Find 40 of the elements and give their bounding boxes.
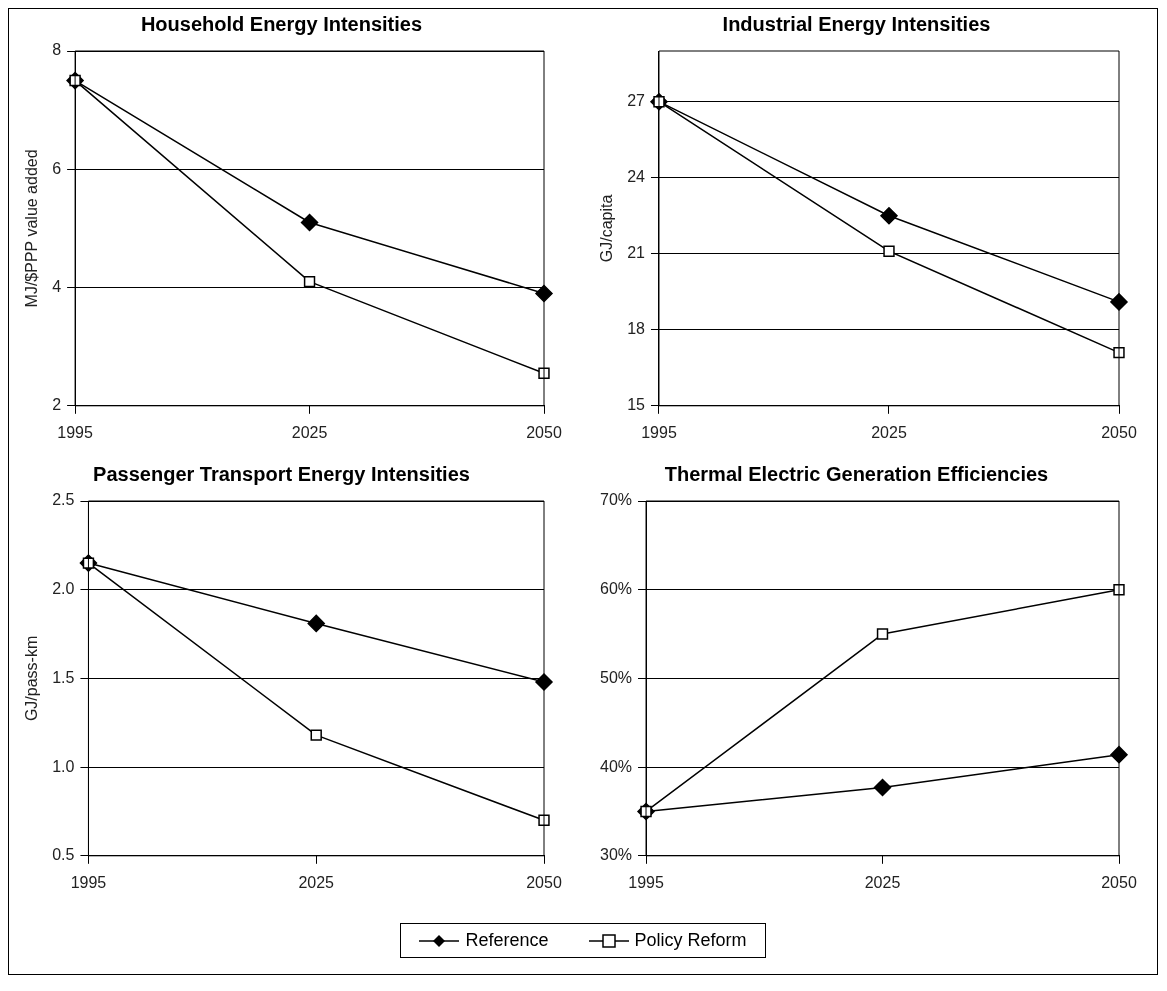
y-tick-label: 15: [627, 396, 646, 414]
x-tick-label: 1995: [628, 873, 664, 891]
legend-label: Policy Reform: [634, 930, 747, 951]
y-tick-label: 70%: [599, 491, 633, 509]
y-tick-label: 8: [52, 41, 62, 59]
x-tick-label: 1995: [641, 423, 677, 441]
y-tick-label: 2.5: [52, 491, 75, 509]
chart-title: Household Energy Intensities: [140, 12, 423, 35]
y-tick-label: 24: [627, 168, 646, 186]
y-tick-label: 2.0: [52, 580, 75, 598]
x-tick-label: 2050: [526, 873, 562, 891]
y-tick-label: 40%: [599, 757, 633, 775]
y-axis-title: GJ/capita: [598, 194, 616, 263]
legend-label: Reference: [465, 930, 549, 951]
y-tick-label: 27: [627, 92, 646, 110]
x-tick-label: 2025: [298, 873, 335, 891]
y-tick-label: 1.0: [52, 757, 75, 775]
chart-title: Industrial Energy Intensities: [722, 12, 991, 35]
y-tick-label: 18: [627, 320, 646, 338]
y-tick-label: 21: [627, 244, 646, 262]
x-tick-label: 1995: [70, 873, 107, 891]
y-tick-label: 60%: [599, 580, 633, 598]
chart-title: Passenger Transport Energy Intensities: [93, 462, 470, 485]
x-tick-label: 1995: [57, 423, 93, 441]
y-tick-label: 0.5: [52, 846, 75, 864]
y-tick-label: 1.5: [52, 668, 75, 686]
x-tick-label: 2025: [291, 423, 328, 441]
chart-title: Thermal Electric Generation Efficiencies: [664, 462, 1049, 485]
y-axis-title: MJ/$PPP value added: [23, 149, 41, 308]
x-tick-label: 2050: [526, 423, 562, 441]
y-tick-label: 50%: [599, 668, 633, 686]
y-tick-label: 6: [52, 159, 62, 177]
y-tick-label: 2: [52, 396, 62, 414]
y-tick-label: 4: [52, 277, 62, 295]
x-tick-label: 2025: [864, 873, 901, 891]
x-tick-label: 2025: [871, 423, 907, 441]
y-axis-title: GJ/pass-km: [23, 635, 41, 722]
x-tick-label: 2050: [1101, 423, 1137, 441]
x-tick-label: 2050: [1101, 873, 1137, 891]
y-tick-label: 30%: [599, 846, 633, 864]
